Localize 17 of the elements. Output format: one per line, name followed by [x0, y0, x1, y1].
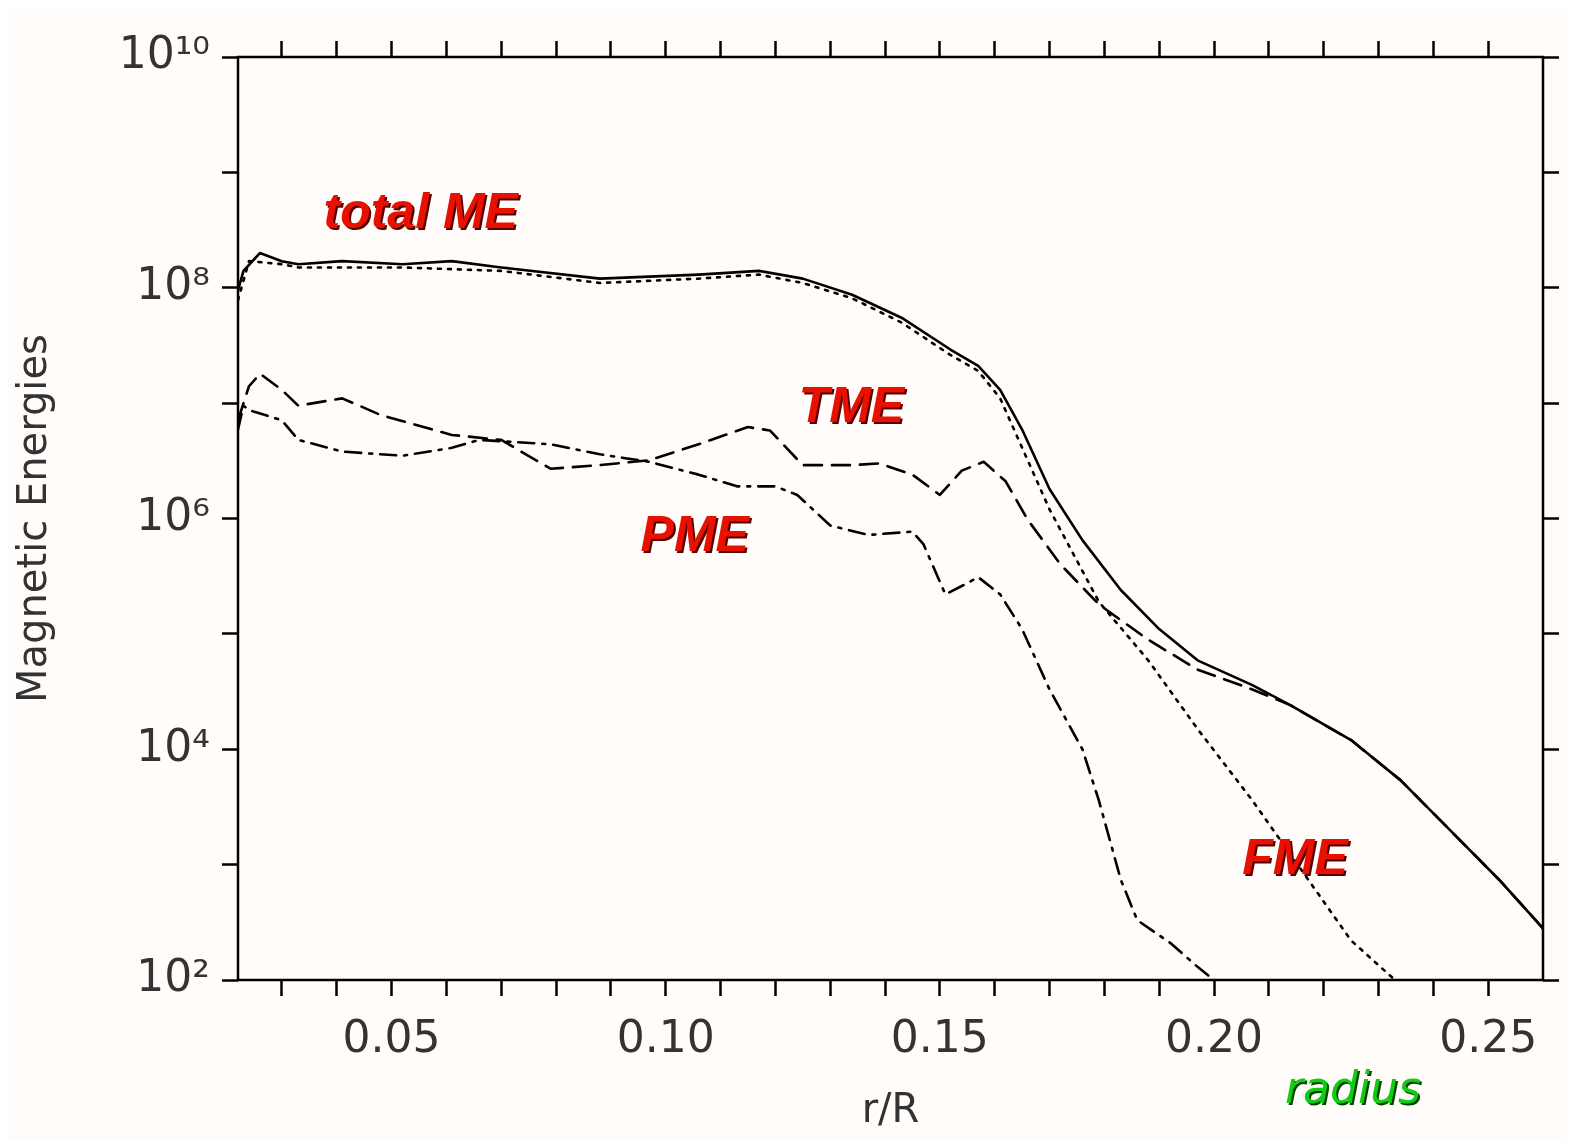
y-tick-label: 10⁴	[136, 719, 210, 771]
x-tick-label: 0.20	[1165, 1010, 1263, 1062]
series-label: FME	[1242, 828, 1350, 885]
x-tick-label: 0.10	[616, 1010, 715, 1062]
x-tick-label: 0.15	[890, 1010, 989, 1062]
x-tick-label: 0.05	[342, 1010, 441, 1062]
y-tick-label: 10¹⁰	[118, 27, 210, 79]
x-tick-label: 0.25	[1439, 1010, 1538, 1062]
series-label: TME	[798, 376, 906, 433]
y-tick-label: 10⁶	[136, 488, 210, 540]
y-tick-label: 10²	[136, 950, 210, 1002]
y-axis-title: Magnetic Energies	[9, 334, 56, 703]
series-label: PME	[640, 505, 751, 562]
text: radius	[1284, 1062, 1422, 1114]
series-label: total ME	[325, 184, 522, 241]
y-tick-label: 10⁸	[136, 258, 210, 310]
x-axis-title: r/R	[861, 1085, 920, 1132]
